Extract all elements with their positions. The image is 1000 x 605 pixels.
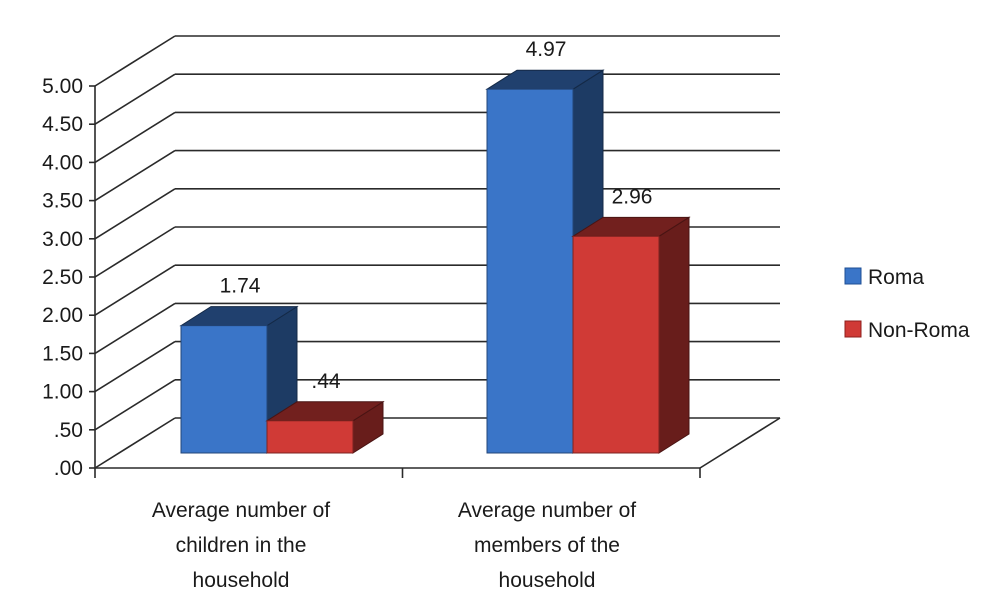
bar-non-roma xyxy=(265,400,385,454)
bars xyxy=(179,69,691,454)
data-labels: 1.74 .44 4.97 2.96 xyxy=(220,38,653,393)
legend: Roma Non-Roma xyxy=(844,266,970,342)
floor-right-edge xyxy=(699,417,781,469)
legend-label-non-roma: Non-Roma xyxy=(868,319,970,342)
legend-swatch-roma xyxy=(844,267,862,285)
data-label-non-roma: 2.96 xyxy=(612,185,653,208)
gridline-side xyxy=(94,226,176,278)
y-tick-label: 2.00 xyxy=(42,304,83,327)
gridline-side xyxy=(94,149,176,202)
y-tick-label: 1.50 xyxy=(42,342,83,365)
axes: .00 .50 1.00 1.50 2.00 2.50 3.00 3.50 4.00 4.50 5.… xyxy=(42,75,781,592)
gridline-side xyxy=(94,302,176,355)
y-tick-label: .00 xyxy=(54,457,83,480)
category-label: Average number of children in the househol… xyxy=(152,499,330,592)
gridline-side xyxy=(94,111,176,164)
y-tick-label: 3.00 xyxy=(42,228,83,251)
bar-non-roma xyxy=(571,216,691,454)
legend-swatch-non-roma xyxy=(844,320,862,338)
gridline-side xyxy=(94,73,176,125)
data-label-non-roma: .44 xyxy=(311,370,341,393)
gridline-side xyxy=(94,188,176,240)
y-tick-label: 2.50 xyxy=(42,266,83,289)
gridline-side xyxy=(94,340,176,393)
y-tick-label: .50 xyxy=(54,419,83,442)
data-label-roma: 1.74 xyxy=(220,275,261,298)
gridline-side xyxy=(94,417,176,469)
y-tick-label: 3.50 xyxy=(42,190,83,213)
gridline-side xyxy=(94,35,176,87)
gridline-side xyxy=(94,379,176,431)
y-tick-label: 1.00 xyxy=(42,381,83,404)
legend-label-roma: Roma xyxy=(868,266,924,289)
gridline-side xyxy=(94,264,176,316)
y-tick-label: 5.00 xyxy=(42,75,83,98)
y-tick-label: 4.00 xyxy=(42,151,83,174)
data-label-roma: 4.97 xyxy=(526,38,567,61)
category-label: Average number of members of the household xyxy=(458,499,636,592)
y-tick-label: 4.50 xyxy=(42,113,83,136)
